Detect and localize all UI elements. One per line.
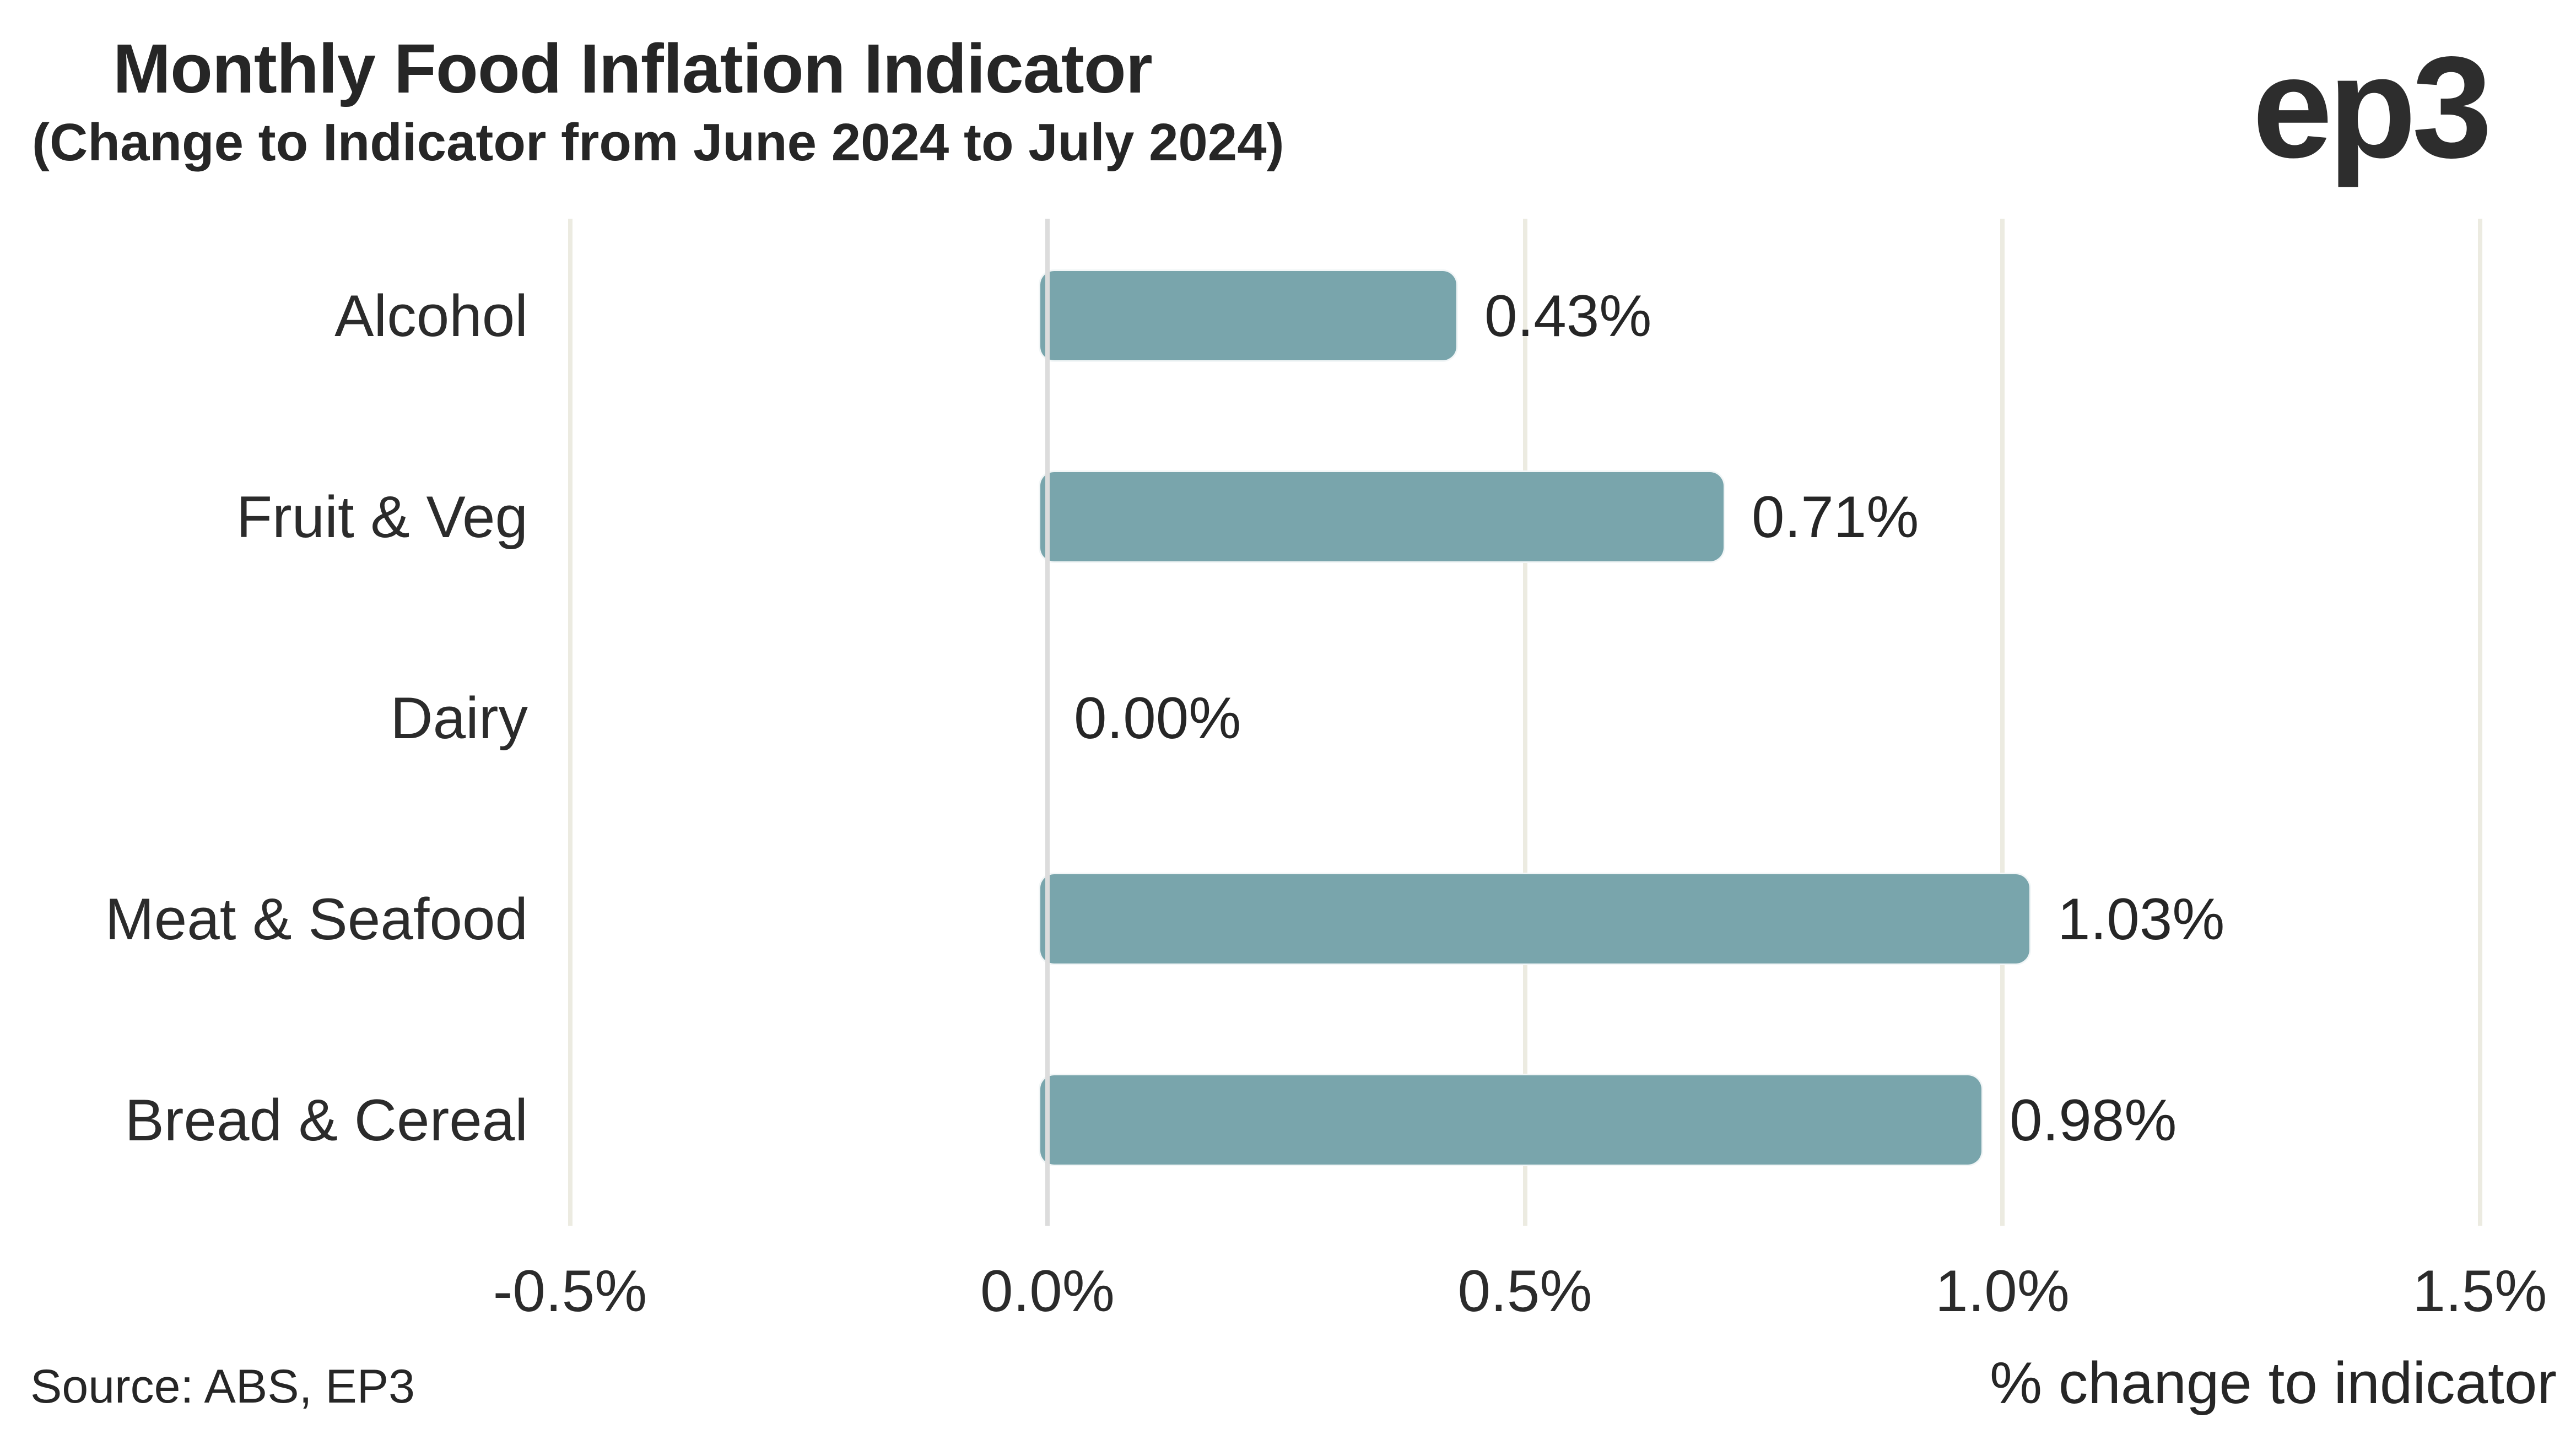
bar	[1039, 873, 2031, 965]
bar	[1039, 470, 1725, 563]
x-tick-label: 0.0%	[980, 1258, 1115, 1324]
chart-subtitle: (Change to Indicator from June 2024 to J…	[32, 113, 1284, 172]
gridline	[2477, 219, 2482, 1226]
value-label: 0.00%	[1074, 685, 1241, 751]
x-tick-label: 1.5%	[2412, 1258, 2547, 1324]
brand-logo: ep3	[2252, 26, 2492, 188]
x-tick-label: 1.0%	[1935, 1258, 2070, 1324]
x-tick-label: 0.5%	[1457, 1258, 1592, 1324]
gridline	[2000, 219, 2005, 1226]
x-axis-title: % change to indicator	[1989, 1350, 2557, 1416]
source-note: Source: ABS, EP3	[30, 1360, 415, 1413]
value-label: 0.43%	[1484, 283, 1652, 349]
x-tick-label: -0.5%	[493, 1258, 647, 1324]
gridline	[1522, 219, 1527, 1226]
category-label: Alcohol	[334, 283, 528, 349]
value-label: 1.03%	[2057, 886, 2225, 952]
bar	[1039, 269, 1458, 362]
zero-gridline	[1045, 219, 1050, 1226]
chart-title: Monthly Food Inflation Indicator	[113, 30, 1153, 107]
category-label: Fruit & Veg	[236, 484, 528, 550]
category-label: Dairy	[390, 685, 528, 751]
gridline	[568, 219, 573, 1226]
category-label: Meat & Seafood	[105, 886, 528, 952]
value-label: 0.98%	[2010, 1087, 2177, 1153]
value-label: 0.71%	[1752, 484, 1919, 550]
category-label: Bread & Cereal	[125, 1087, 528, 1153]
bar	[1039, 1074, 1983, 1166]
